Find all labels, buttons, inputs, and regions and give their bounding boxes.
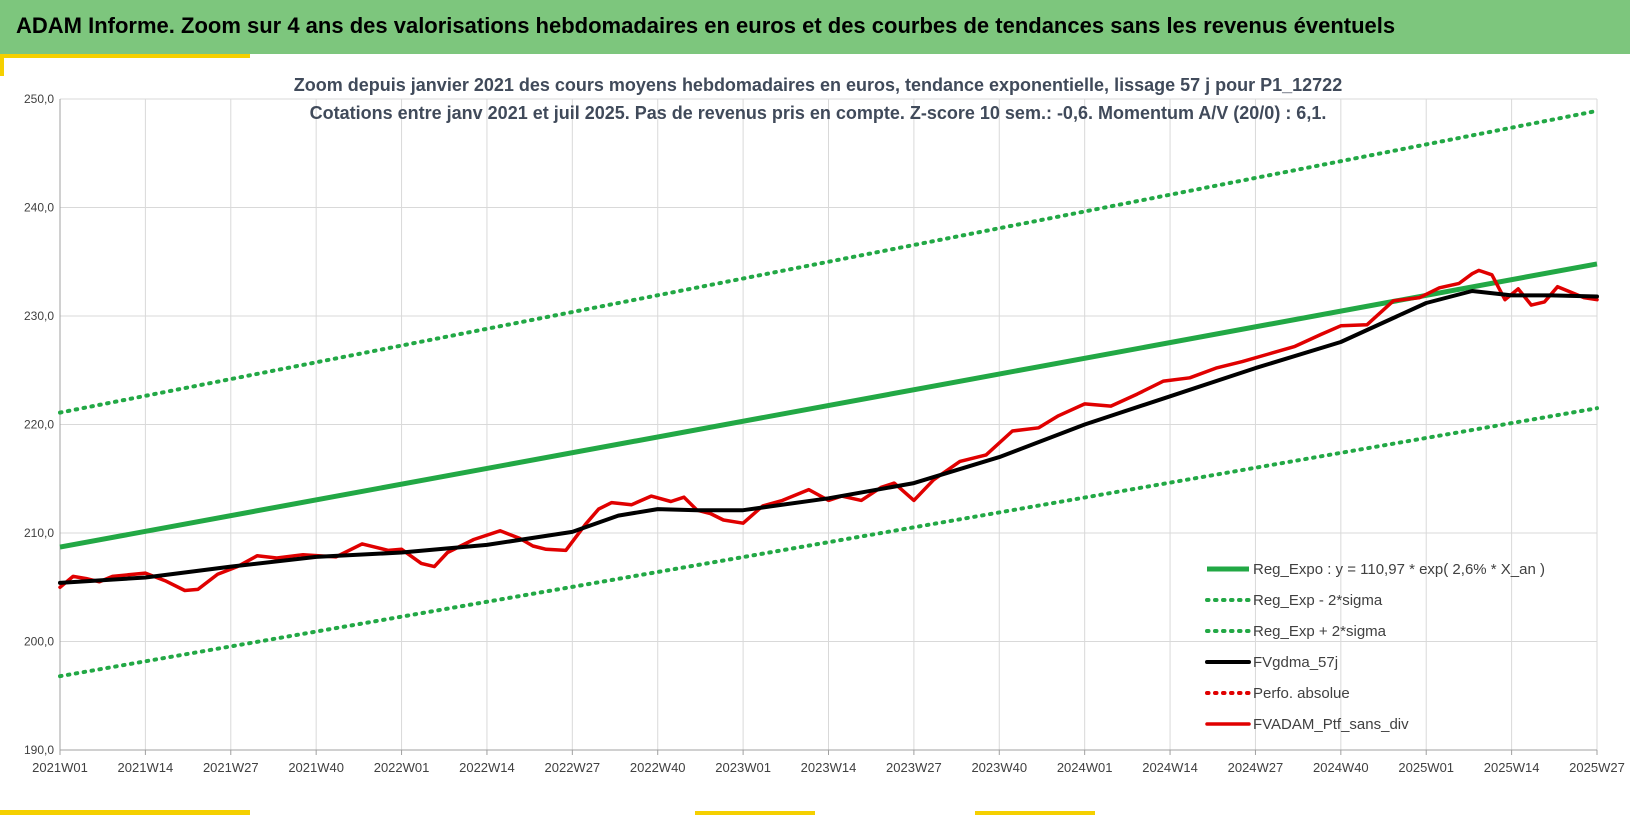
x-tick-label: 2022W14 <box>459 760 515 775</box>
y-tick-label: 190,0 <box>24 743 54 757</box>
banner-title: ADAM Informe. Zoom sur 4 ans des valoris… <box>16 13 1396 38</box>
accent-bar-left-top <box>0 54 4 76</box>
legend-label: FVADAM_Ptf_sans_div <box>1253 716 1409 733</box>
x-tick-label: 2025W14 <box>1484 760 1540 775</box>
series-line-1 <box>59 261 1598 550</box>
banner-separator <box>0 54 1630 58</box>
series <box>58 108 1599 679</box>
legend-label: Reg_Exp + 2*sigma <box>1253 623 1387 640</box>
x-tick-label: 2023W14 <box>801 760 857 775</box>
x-tick-label: 2024W14 <box>1142 760 1198 775</box>
y-tick-label: 240,0 <box>24 201 54 215</box>
accent-bar-bottom-right <box>975 811 1095 815</box>
y-tick-label: 230,0 <box>24 309 54 323</box>
valuation-chart: 190,0 200,0 210,0 220,0 230,0 240,0 250,0 2021W… <box>24 75 1625 775</box>
x-tick-label: 2024W27 <box>1228 760 1284 775</box>
series-line-4 <box>58 289 1599 585</box>
y-tick-label: 200,0 <box>24 635 54 649</box>
accent-bar-bottom-left <box>0 810 250 815</box>
axes: 190,0 200,0 210,0 220,0 230,0 240,0 250,0 2021W… <box>24 92 1625 775</box>
x-tick-label: 2023W27 <box>886 760 942 775</box>
x-tick-label: 2025W27 <box>1569 760 1625 775</box>
x-tick-label: 2021W01 <box>32 760 88 775</box>
legend-label: FVgdma_57j <box>1253 654 1338 671</box>
x-tick-label: 2024W01 <box>1057 760 1113 775</box>
y-tick-label: 220,0 <box>24 418 54 432</box>
x-tick-label: 2022W27 <box>545 760 601 775</box>
report-banner: ADAM Informe. Zoom sur 4 ans des valoris… <box>0 0 1630 54</box>
x-tick-label: 2024W40 <box>1313 760 1369 775</box>
chart-title: Zoom depuis janvier 2021 des cours moyen… <box>294 75 1342 95</box>
x-tick-label: 2025W01 <box>1398 760 1454 775</box>
x-tick-label: 2023W40 <box>971 760 1027 775</box>
x-tick-label: 2021W40 <box>288 760 344 775</box>
x-tick-label: 2022W01 <box>374 760 430 775</box>
y-tick-label: 250,0 <box>24 92 54 106</box>
accent-bar-left-top-h <box>0 54 250 58</box>
accent-bar-bottom-mid <box>695 811 815 815</box>
x-tick-label: 2021W27 <box>203 760 259 775</box>
series-line-3 <box>58 108 1599 415</box>
gridlines <box>59 98 1598 751</box>
legend: Reg_Expo : y = 110,97 * exp( 2,6% * X_an… <box>1205 561 1545 733</box>
legend-label: Perfo. absolue <box>1253 685 1350 702</box>
series-line-6 <box>58 268 1599 593</box>
chart-subtitle: Cotations entre janv 2021 et juil 2025. … <box>310 103 1327 123</box>
x-tick-label: 2022W40 <box>630 760 686 775</box>
legend-label: Reg_Exp - 2*sigma <box>1253 592 1383 609</box>
legend-label: Reg_Expo : y = 110,97 * exp( 2,6% * X_an… <box>1253 561 1545 578</box>
x-tick-label: 2023W01 <box>715 760 771 775</box>
y-tick-label: 210,0 <box>24 526 54 540</box>
x-tick-label: 2021W14 <box>118 760 174 775</box>
